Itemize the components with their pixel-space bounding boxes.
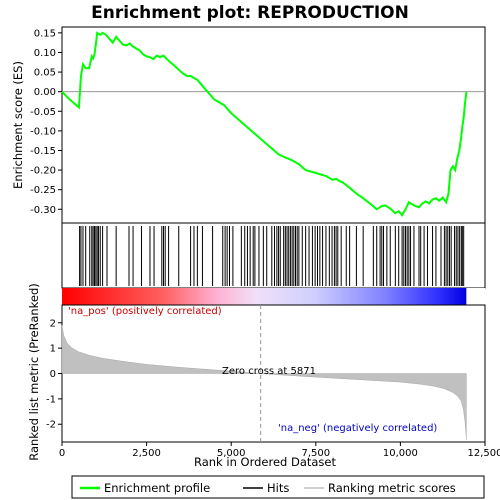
legend-frame — [71, 475, 485, 499]
neg-label: 'na_neg' (negatively correlated) — [278, 423, 437, 434]
es-tick-label: 0.05 — [34, 68, 56, 79]
es-tick-label: -0.15 — [30, 146, 56, 157]
x-tick-label: 2,500 — [132, 448, 161, 459]
metric-tick-label: -1 — [46, 394, 56, 405]
chart-title: Enrichment plot: REPRODUCTION — [91, 3, 409, 23]
pos-label: 'na_pos' (positively correlated) — [68, 306, 222, 317]
metric-area — [61, 325, 467, 440]
metric-y-axis-label: Ranked list metric (PreRanked) — [27, 283, 41, 461]
es-panel-frame — [61, 26, 486, 224]
es-y-axis-label: Enrichment score (ES) — [11, 61, 25, 189]
hits-panel-frame — [61, 222, 486, 289]
metric-tick-label: -2 — [46, 420, 56, 431]
es-tick-label: 0.10 — [34, 48, 56, 59]
legend-label-hits: Hits — [267, 481, 289, 495]
x-axis-label: Rank in Ordered Dataset — [194, 455, 337, 469]
es-y-axis: 0.15 0.10 0.05 0.00 -0.05 -0.10 -0.15 -0.20 -0.2… — [30, 28, 62, 216]
es-line — [61, 31, 468, 217]
es-tick-label: -0.30 — [30, 205, 56, 216]
hits-panel — [61, 222, 486, 289]
es-panel: 0.15 0.10 0.05 0.00 -0.05 -0.10 -0.15 -0.20 -0.2… — [30, 26, 486, 224]
x-tick-label: 7,500 — [301, 448, 330, 459]
es-tick-label: 0.15 — [34, 28, 56, 39]
x-tick-label: 12,500 — [468, 448, 500, 459]
x-tick-label: 0 — [59, 448, 65, 459]
x-tick-label: 10,000 — [383, 448, 418, 459]
metric-y-axis: 2 1 0 -1 -2 — [46, 318, 62, 431]
hit-marks — [79, 226, 465, 286]
x-tick-label: 5,000 — [217, 448, 246, 459]
legend-label-metric: Ranking metric scores — [328, 481, 456, 495]
es-tick-label: -0.25 — [30, 185, 56, 196]
metric-tick-label: 1 — [50, 344, 56, 355]
legend: Enrichment profile Hits Ranking metric s… — [71, 475, 485, 499]
rank-color-bar — [62, 288, 467, 305]
es-tick-label: -0.10 — [30, 126, 56, 137]
rank-color-bar-empty — [466, 288, 485, 305]
es-tick-label: -0.05 — [30, 107, 56, 118]
metric-panel: 2 1 0 -1 -2 'na_pos' (positively correlated)… — [46, 304, 486, 443]
x-axis: 0 2,500 5,000 7,500 10,000 12,500 — [59, 442, 500, 459]
es-tick-label: 0.00 — [34, 87, 56, 98]
es-tick-label: -0.20 — [30, 166, 56, 177]
legend-label-enrichment: Enrichment profile — [104, 481, 210, 495]
metric-tick-label: 2 — [50, 318, 56, 329]
metric-tick-label: 0 — [50, 369, 56, 380]
zero-cross-label: Zero cross at 5871 — [222, 366, 316, 377]
